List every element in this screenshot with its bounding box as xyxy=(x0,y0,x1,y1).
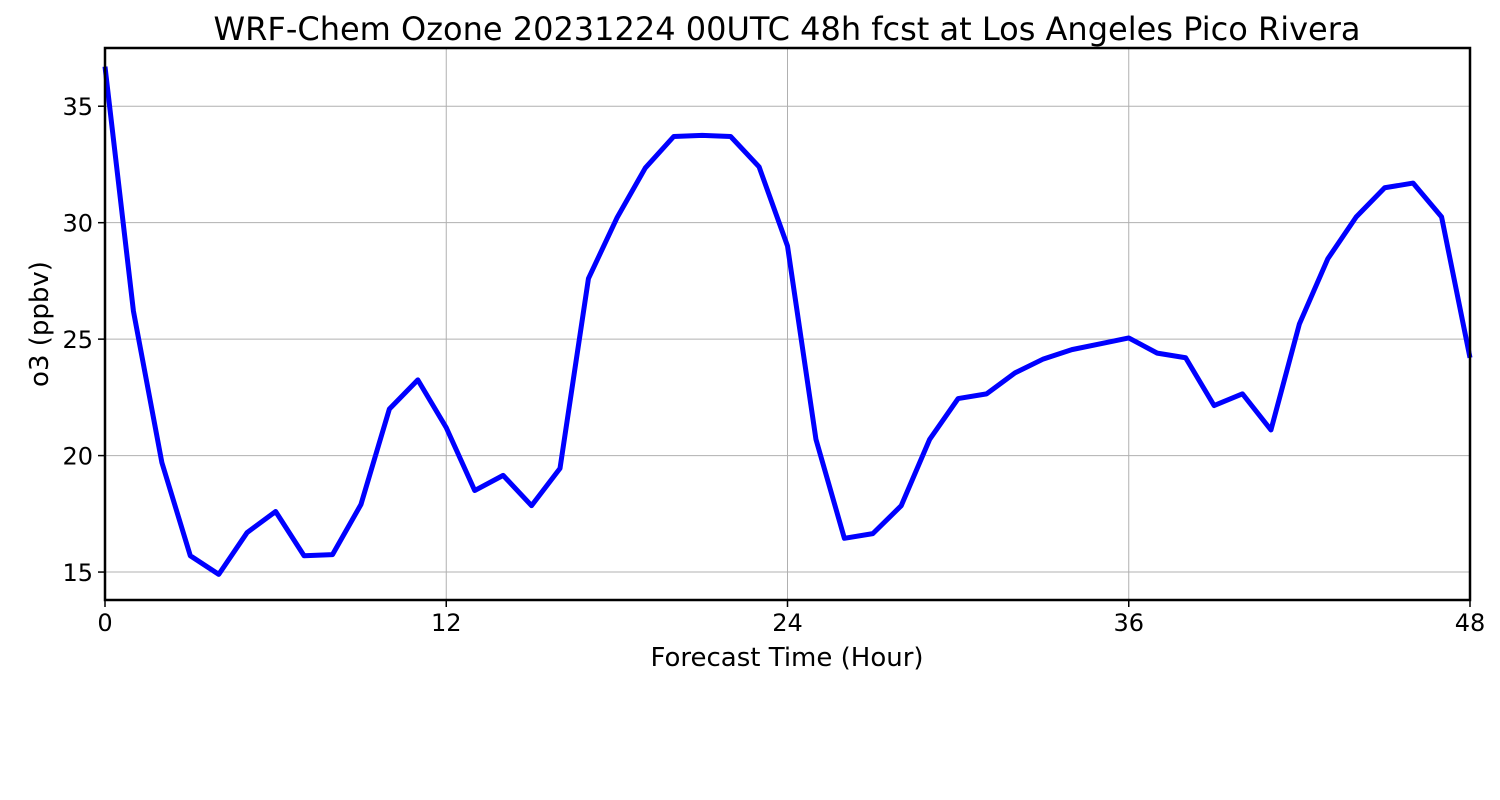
y-tick-label: 15 xyxy=(62,559,93,587)
ozone-series-line xyxy=(102,66,1473,577)
grid-lines xyxy=(104,48,1471,600)
x-tick-label: 0 xyxy=(97,609,112,637)
x-tick-label: 24 xyxy=(772,609,803,637)
y-tick-label: 35 xyxy=(62,93,93,121)
y-tick-label: 30 xyxy=(62,210,93,238)
y-tick-label: 20 xyxy=(62,443,93,471)
y-tick-label: 25 xyxy=(62,326,93,354)
chart-title: WRF-Chem Ozone 20231224 00UTC 48h fcst a… xyxy=(214,10,1361,48)
axis-ticks xyxy=(98,105,1471,607)
x-tick-label: 36 xyxy=(1113,609,1144,637)
x-tick-label: 12 xyxy=(431,609,462,637)
x-axis-label: Forecast Time (Hour) xyxy=(650,643,923,673)
x-tick-label: 48 xyxy=(1455,609,1486,637)
y-axis-label: o3 (ppbv) xyxy=(25,261,55,387)
tick-labels: 0 12 24 36 48 15 20 25 30 35 xyxy=(62,93,1485,637)
series-layer xyxy=(102,66,1473,577)
